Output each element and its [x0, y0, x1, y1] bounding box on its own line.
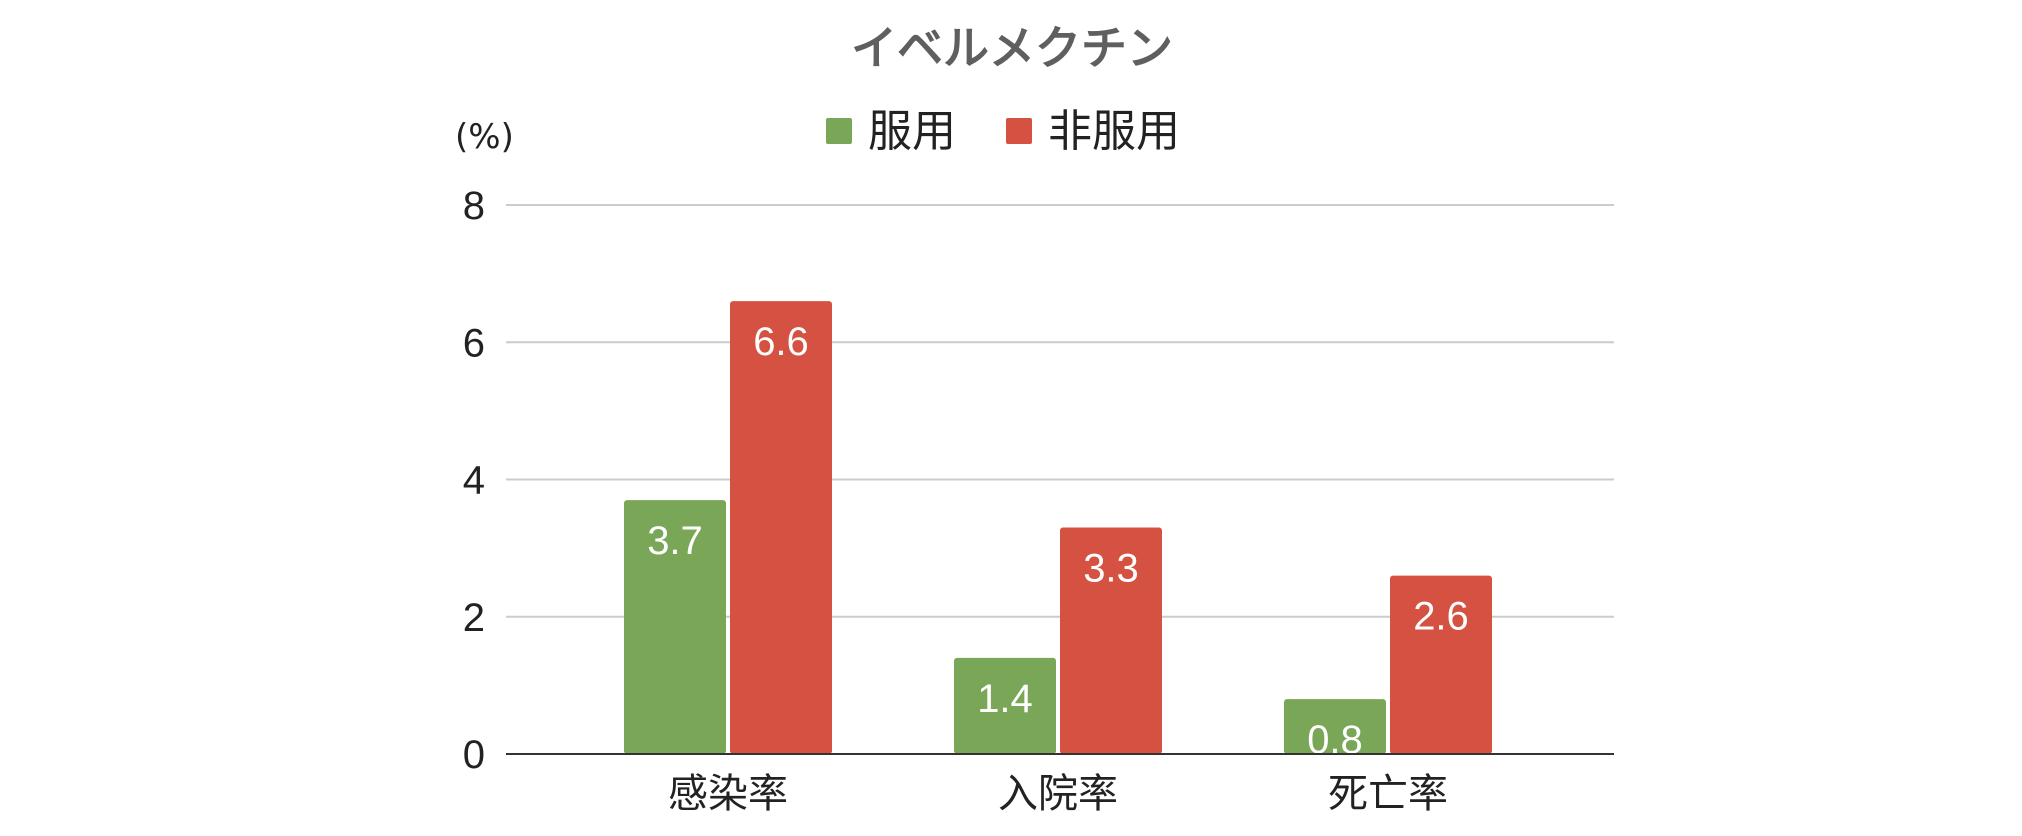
y-tick-label: 2: [463, 596, 485, 640]
bar-not-taking-3: [1390, 575, 1492, 754]
data-label: 0.8: [1307, 718, 1363, 762]
y-tick-label: 0: [463, 733, 485, 777]
value-labels: 3.7 6.6 1.4 3.3 0.8 2.6: [647, 320, 1469, 762]
bar-taking-1: [624, 500, 726, 754]
legend-swatch-not-taking: [1006, 118, 1032, 144]
bar-taking-3: [1284, 699, 1386, 754]
data-label: 3.7: [647, 519, 703, 563]
legend: 服用 非服用: [826, 106, 1180, 157]
y-tick-label: 6: [463, 321, 485, 365]
data-label: 2.6: [1413, 595, 1469, 639]
x-category-label: 入院率: [998, 771, 1118, 817]
x-axis-categories: 感染率 入院率 死亡率: [668, 771, 1448, 817]
legend-swatch-taking: [826, 118, 852, 144]
y-tick-label: 8: [463, 184, 485, 228]
y-axis-unit-label: (%): [455, 117, 514, 157]
y-axis-ticks: 0 2 4 6 8: [463, 184, 485, 777]
data-label: 6.6: [753, 320, 809, 364]
legend-label-taking: 服用: [868, 106, 956, 157]
data-label: 3.3: [1083, 547, 1139, 591]
y-tick-label: 4: [463, 459, 485, 503]
x-category-label: 死亡率: [1328, 771, 1448, 817]
bar-taking-2: [954, 657, 1056, 754]
bar-not-taking-2: [1060, 527, 1162, 754]
x-category-label: 感染率: [668, 771, 788, 817]
bars: [624, 301, 1492, 754]
legend-label-not-taking: 非服用: [1048, 106, 1180, 157]
bar-not-taking-1: [730, 301, 832, 754]
chart-title: イベルメクチン: [851, 21, 1173, 75]
data-label: 1.4: [977, 677, 1033, 721]
